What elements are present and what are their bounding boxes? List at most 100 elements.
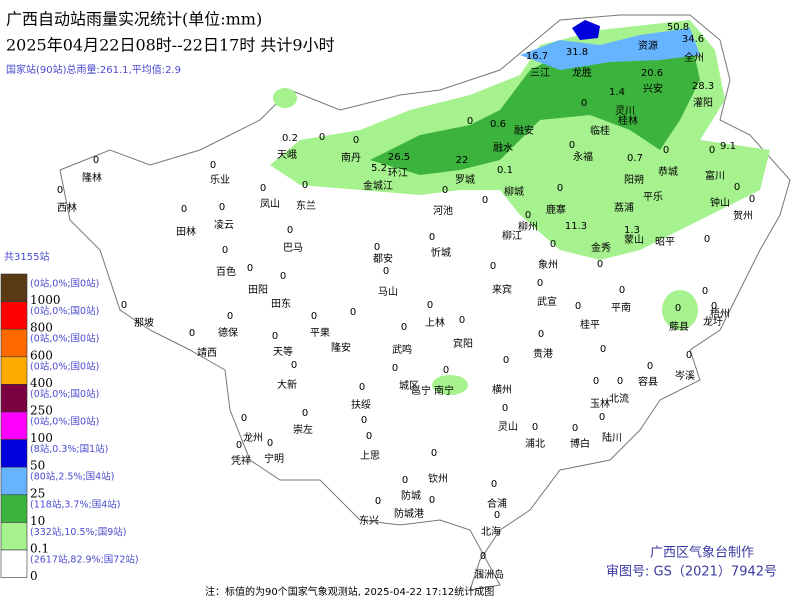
station-value: 1.3 (624, 225, 640, 236)
legend-stat: (2617站,82.9%;国72站) (30, 554, 139, 566)
station-value: 0 (647, 361, 653, 372)
station-name: 恭城 (658, 166, 678, 178)
station-name: 北海 (481, 525, 501, 538)
station-name: 那坡 (134, 316, 154, 329)
station-name: 隆林 (82, 171, 102, 184)
station-name: 宁明 (264, 452, 284, 465)
rain-25-area (370, 35, 700, 175)
station-name: 忻城 (431, 246, 451, 259)
legend-swatch (0, 466, 28, 496)
station-name: 永福 (573, 150, 593, 163)
station-value: 0 (189, 328, 195, 339)
rain-10-area (662, 290, 698, 330)
station-name: 龙胜 (572, 66, 592, 79)
station-value: 0 (302, 408, 308, 419)
legend-stat: (80站,2.5%;国4站) (30, 471, 114, 483)
legend-swatch (0, 356, 28, 385)
station-value: 1.4 (609, 87, 625, 98)
station-value: 0 (219, 202, 225, 213)
station-name: 南宁 (434, 384, 454, 397)
station-value: 0 (353, 135, 359, 146)
station-name: 凭祥 (231, 454, 251, 467)
station-value: 0 (280, 271, 286, 282)
station-name: 凤山 (260, 198, 280, 210)
station-name: 钦州 (428, 473, 448, 485)
legend-threshold: 800 (30, 321, 53, 335)
station-value: 0 (459, 315, 465, 326)
station-value: 0 (569, 140, 575, 151)
station-name: 涠洲岛 (474, 568, 504, 581)
station-value: 0 (350, 307, 356, 318)
station-value: 0 (711, 301, 717, 312)
station-name: 临桂 (590, 124, 610, 137)
station-name: 田东 (271, 297, 291, 310)
station-name: 武鸣 (392, 343, 412, 356)
station-name: 天峨 (277, 149, 297, 161)
station-value: 0 (287, 225, 293, 236)
legend-total: 共3155站 (4, 250, 49, 263)
station-name: 邕宁 (411, 384, 431, 397)
legend-swatch (0, 301, 28, 330)
summary: 国家站(90站)总雨量:261.1,平均值:2.9 (6, 63, 181, 76)
rain-10-area (273, 88, 297, 108)
station-name: 柳州 (518, 220, 538, 233)
station-name: 藤县 (669, 321, 689, 333)
station-value: 0 (593, 376, 599, 387)
station-value: 0 (686, 350, 692, 361)
legend-threshold: 0.1 (30, 542, 49, 556)
station-name: 东兴 (359, 514, 379, 527)
station-name: 昭平 (655, 236, 675, 248)
rain-50-area (520, 28, 700, 70)
station-name: 蒙山 (624, 233, 644, 246)
station-value: 0 (236, 440, 242, 451)
station-name: 河池 (433, 204, 453, 217)
station-name: 来宾 (492, 283, 512, 296)
station-value: 31.8 (566, 47, 588, 58)
legend-swatch (0, 522, 28, 551)
station-name: 灵川 (615, 105, 635, 117)
station-name: 荔浦 (614, 201, 634, 214)
legend-swatch (0, 439, 28, 468)
legend-threshold: 10 (30, 514, 45, 528)
station-value: 0 (675, 303, 681, 314)
station-value: 0 (581, 98, 587, 109)
station-name: 资源 (638, 39, 658, 52)
station-name: 灌阳 (693, 97, 713, 109)
legend-stat: (332站,10.5%;国9站) (30, 526, 127, 538)
station-name: 都安 (373, 252, 393, 265)
station-value: 0 (227, 311, 233, 322)
station-name: 德保 (218, 326, 238, 339)
station-value: 0 (260, 183, 266, 194)
station-name: 桂林 (618, 114, 638, 127)
credit: 审图号: GS（2021）7942号 (606, 565, 777, 580)
rain-10-area (432, 375, 468, 395)
station-name: 浦北 (525, 437, 545, 450)
station-name: 钟山 (710, 196, 730, 209)
station-value: 0 (494, 510, 500, 521)
station-name: 马山 (378, 286, 398, 298)
station-value: 0 (181, 204, 187, 215)
station-name: 南丹 (341, 151, 361, 164)
station-name: 梧州 (710, 307, 730, 320)
legend-threshold: 600 (30, 348, 53, 362)
station-name: 玉林 (590, 397, 610, 410)
station-value: 0 (291, 360, 297, 371)
legend-threshold: 400 (30, 376, 53, 390)
station-name: 柳城 (504, 185, 524, 198)
station-name: 鹿寨 (546, 203, 566, 216)
station-name: 灵山 (498, 421, 518, 433)
station-name: 三江 (530, 67, 550, 79)
station-value: 0 (267, 438, 273, 449)
station-value: 0 (361, 415, 367, 426)
station-name: 金城江 (363, 179, 393, 192)
station-name: 平乐 (643, 191, 663, 203)
station-value: 0 (375, 496, 381, 507)
station-value: 5.2 (371, 163, 387, 174)
legend-threshold: 50 (30, 459, 45, 473)
station-name: 上林 (425, 316, 445, 329)
legend-threshold: 0 (30, 569, 38, 583)
station-value: 0 (431, 448, 437, 459)
station-name: 隆安 (331, 341, 351, 354)
station-name: 融水 (493, 142, 513, 154)
